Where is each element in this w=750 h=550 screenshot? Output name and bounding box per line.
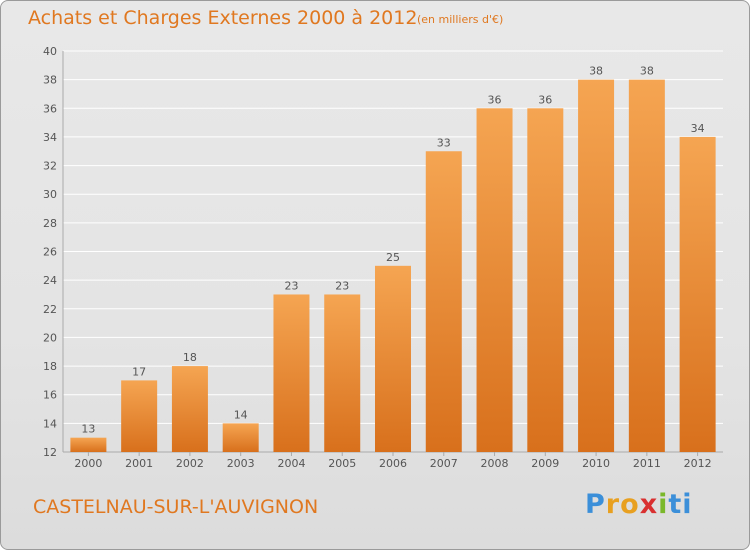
data-label: 38 xyxy=(640,65,654,78)
y-tick-label: 38 xyxy=(43,74,57,87)
y-tick-label: 30 xyxy=(43,188,57,201)
bar xyxy=(425,151,462,452)
commune-name: CASTELNAU-SUR-L'AUVIGNON xyxy=(33,496,319,518)
y-tick-label: 22 xyxy=(43,303,57,316)
bar xyxy=(70,437,107,452)
data-label: 25 xyxy=(386,251,400,264)
bar xyxy=(222,423,259,452)
data-label: 18 xyxy=(183,351,197,364)
x-tick-label: 2005 xyxy=(328,457,356,470)
data-label: 36 xyxy=(488,93,502,106)
y-tick-label: 32 xyxy=(43,160,57,173)
y-tick-label: 16 xyxy=(43,389,57,402)
x-tick-label: 2010 xyxy=(582,457,610,470)
bar xyxy=(375,265,411,452)
x-tick-label: 2006 xyxy=(379,457,407,470)
y-tick-label: 34 xyxy=(43,131,57,144)
data-label: 17 xyxy=(132,365,146,378)
bar xyxy=(527,108,564,453)
x-tick-label: 2002 xyxy=(176,457,204,470)
bar xyxy=(628,79,665,453)
y-tick-label: 20 xyxy=(43,331,57,344)
bars xyxy=(70,79,716,453)
x-tick-label: 2008 xyxy=(481,457,509,470)
data-label: 23 xyxy=(335,279,349,292)
chart-title: Achats et Charges Externes 2000 à 2012 xyxy=(28,7,418,29)
bar xyxy=(171,366,208,452)
x-tick-label: 2003 xyxy=(227,457,255,470)
x-tick-label: 2000 xyxy=(74,457,102,470)
proxiti-logo: Proxiti xyxy=(585,489,693,520)
y-tick-label: 36 xyxy=(43,102,57,115)
x-tick-label: 2007 xyxy=(430,457,458,470)
x-tick-label: 2011 xyxy=(633,457,661,470)
data-labels: 13 17 18 14 23 23 25 33 36 36 38 38 34 xyxy=(81,65,704,436)
y-tick-label: 24 xyxy=(43,274,57,287)
y-tick-label: 40 xyxy=(43,45,57,58)
y-tick-label: 14 xyxy=(43,417,57,430)
x-tick-labels: 2000 2001 2002 2003 2004 2005 2006 2007 2008 2009… xyxy=(74,452,712,470)
chart-subtitle: (en milliers d'€) xyxy=(417,13,504,26)
data-label: 36 xyxy=(538,93,552,106)
bar xyxy=(679,136,716,452)
data-label: 33 xyxy=(437,136,451,149)
data-label: 13 xyxy=(81,423,95,436)
x-tick-label: 2001 xyxy=(125,457,153,470)
bar xyxy=(324,294,361,452)
x-tick-label: 2004 xyxy=(277,457,305,470)
y-tick-label: 18 xyxy=(43,360,57,373)
data-label: 38 xyxy=(589,65,603,78)
x-tick-label: 2012 xyxy=(684,457,712,470)
data-label: 34 xyxy=(691,122,705,135)
data-label: 23 xyxy=(284,279,298,292)
bar xyxy=(476,108,513,453)
y-tick-label: 28 xyxy=(43,217,57,230)
y-tick-labels: 12 14 16 18 20 22 24 26 28 30 32 34 36 38 40 xyxy=(43,45,57,459)
bar xyxy=(273,294,310,452)
y-tick-label: 12 xyxy=(43,446,57,459)
bar xyxy=(578,79,615,453)
x-tick-label: 2009 xyxy=(531,457,559,470)
data-label: 14 xyxy=(234,408,248,421)
bar xyxy=(121,380,158,452)
y-tick-label: 26 xyxy=(43,246,57,259)
